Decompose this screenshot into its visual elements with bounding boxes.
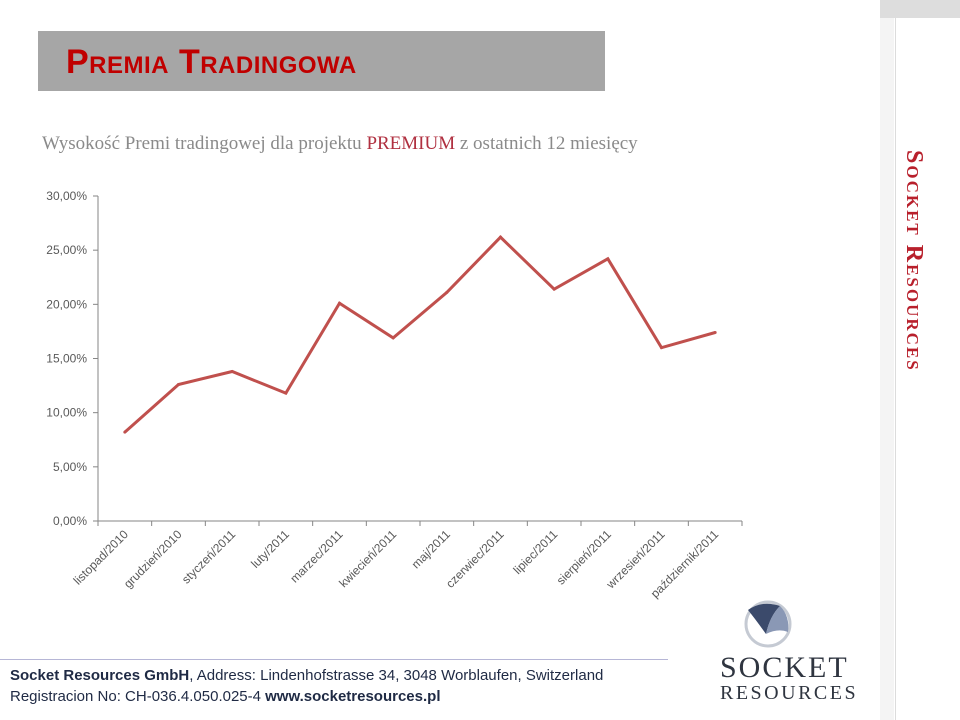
chart-axes [93,195,743,526]
data-point [552,287,556,291]
x-tick-label: grudzień/2010 [121,527,185,591]
logo-text-top: SOCKET [720,651,849,684]
data-point [284,391,288,395]
footer-registration: Registracion No: CH-036.4.050.025-4 www.… [10,688,441,705]
footer-company: Socket Resources GmbH [10,667,190,684]
side-band [895,0,960,720]
series-line [123,235,716,434]
x-tick-label: maj/2011 [409,527,453,571]
footer-reg-text: Registracion No: CH-036.4.050.025-4 [10,688,266,705]
y-tick-label: 5,00% [53,460,87,474]
x-tick-label: lipiec/2011 [510,527,560,577]
y-tick-labels: 0,00% 5,00% 10,00% 15,00% 20,00% 25,00% 30,00% [46,189,87,528]
y-tick-label: 30,00% [46,189,87,203]
title-band: Premia Tradingowa [38,31,605,91]
x-tick-label: sierpień/2011 [554,527,614,587]
data-point [713,331,717,334]
data-point [391,336,395,340]
logo-text-bottom: RESOURCES [720,682,859,704]
y-tick-label: 20,00% [46,297,87,311]
page-title: Premia Tradingowa [66,43,357,81]
chart-subtitle: Wysokość Premi tradingowej dla projektu … [42,133,638,155]
x-tick-label: marzec/2011 [287,527,346,586]
data-point [660,346,663,350]
data-point [123,430,127,434]
side-band-shadow [880,0,894,720]
footer-address-text: , Address: Lindenhofstrasse 34, 3048 Wor… [189,667,604,684]
footer-address: Socket Resources GmbH, Address: Lindenho… [10,667,603,684]
y-tick-label: 10,00% [46,406,87,420]
y-tick-label: 0,00% [53,514,87,528]
x-tick-label: czerwiec/2011 [443,527,507,591]
footer-divider [0,659,668,660]
data-point [230,370,234,373]
x-tick-label: luty/2011 [248,527,292,571]
footer-url: www.socketresources.pl [265,688,441,705]
line-chart: 0,00% 5,00% 10,00% 15,00% 20,00% 25,00% 30,00%… [46,189,743,601]
side-band-top [880,0,960,18]
x-tick-label: kwiecień/2011 [336,527,399,590]
data-point [606,257,610,261]
data-point [338,301,341,305]
company-logo [744,600,792,648]
data-point [499,235,502,239]
chart-series [123,235,717,434]
data-point [177,383,180,386]
y-tick-label: 15,00% [46,352,87,366]
data-point [445,290,449,294]
subtitle-text-2: z ostatnich 12 miesięcy [455,133,638,154]
vertical-brand-text: Socket Resources [901,150,927,372]
y-tick-label: 25,00% [46,243,87,257]
subtitle-highlight: PREMIUM [366,133,456,154]
subtitle-text-1: Wysokość Premi tradingowej dla projektu [42,133,367,154]
x-tick-label: styczeń/2011 [179,527,239,587]
